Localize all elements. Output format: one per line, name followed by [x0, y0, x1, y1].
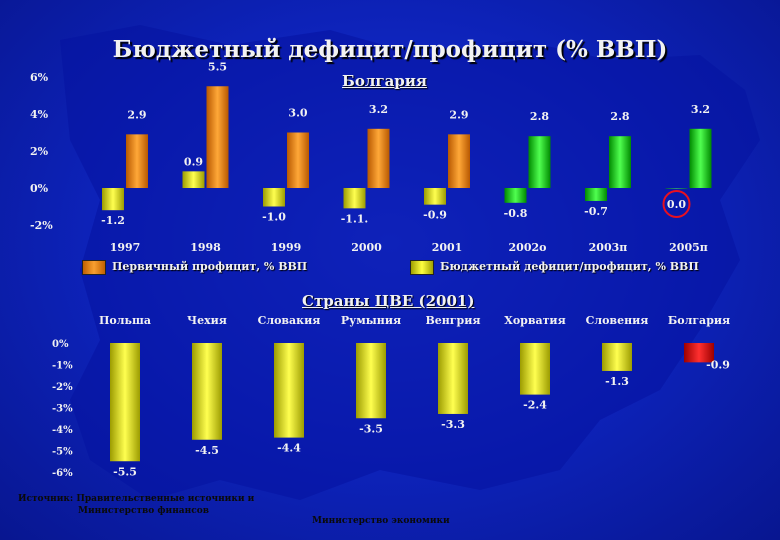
country-label: Венгрия: [425, 314, 480, 327]
bulgaria-balance-chart: 6% 4% 2% 0% -2% 2.9 -1.2 1997 5.5 0.9 1998 3.0 -1.0 1…: [30, 60, 712, 254]
budget-balance-label: -1.0: [262, 211, 286, 224]
budget-balance-bar: [182, 171, 205, 188]
category-label: 1998: [190, 241, 221, 254]
country-label: Словения: [586, 314, 649, 327]
legend-label-budget-balance: Бюджетный дефицит/профицит, % ВВП: [440, 260, 699, 273]
primary-surplus-bar: [609, 136, 631, 188]
budget-balance-bar: [343, 188, 366, 209]
y-tick-label: -5%: [52, 447, 73, 458]
country-bar: [438, 343, 468, 414]
legend-swatch-primary-surplus: [82, 260, 106, 275]
primary-surplus-label: 3.2: [369, 103, 388, 116]
y-tick-label: -4%: [52, 425, 73, 436]
budget-balance-bar: [102, 188, 124, 211]
budget-balance-bar: [424, 188, 446, 205]
y-tick-label: -6%: [52, 468, 73, 479]
primary-surplus-bar: [126, 134, 148, 188]
country-bar: [520, 343, 550, 395]
country-bar: [356, 343, 386, 419]
country-bar: [192, 343, 222, 440]
category-label: 2001: [432, 241, 463, 254]
country-bar: [684, 343, 714, 363]
primary-surplus-label: 3.2: [691, 103, 710, 116]
source-note-line1: Источник: Правительственные источники и: [18, 494, 255, 504]
primary-surplus-bar: [206, 86, 229, 188]
country-value-label: -2.4: [523, 399, 547, 412]
y-tick-label: -2%: [30, 219, 53, 232]
country-value-label: -4.4: [277, 442, 301, 455]
country-value-label: -1.3: [605, 375, 629, 388]
y-tick-label: 0%: [52, 339, 69, 350]
primary-surplus-bar: [448, 134, 470, 188]
country-label: Чехия: [187, 314, 227, 327]
primary-surplus-label: 2.9: [127, 108, 146, 121]
budget-balance-label: -0.7: [584, 205, 608, 218]
country-bar: [110, 343, 140, 462]
country-value-label: -5.5: [113, 465, 137, 478]
country-label: Словакия: [258, 314, 321, 327]
primary-surplus-label: 2.9: [449, 108, 468, 121]
budget-balance-label: -1.2: [101, 214, 125, 227]
primary-surplus-bar: [689, 128, 712, 188]
country-label: Польша: [99, 314, 151, 327]
category-label: 2003п: [589, 241, 628, 254]
category-label: 1999: [271, 241, 302, 254]
category-label: 1997: [110, 241, 141, 254]
legend-label-primary-surplus: Первичный профицит, % ВВП: [112, 260, 308, 273]
primary-surplus-bar: [287, 132, 309, 188]
primary-surplus-bar: [367, 128, 390, 188]
primary-surplus-label: 2.8: [610, 110, 629, 123]
budget-balance-bar: [665, 188, 688, 189]
cee-balance-chart: 0% -1% -2% -3% -4% -5% -6% -5.5 Польша -4.5 Чехия -…: [52, 314, 730, 479]
chart1-title: Болгария: [342, 72, 428, 90]
country-value-label: -3.5: [359, 422, 383, 435]
y-tick-label: 4%: [30, 108, 49, 121]
budget-balance-bar: [504, 188, 527, 203]
slide-title: Бюджетный дефицит/профицит (% ВВП): [112, 36, 668, 63]
category-label: 2005п: [669, 241, 708, 254]
primary-surplus-bar: [528, 136, 551, 188]
country-value-label: -0.9: [706, 358, 730, 371]
ministry-credit: Министерство экономики: [312, 516, 450, 526]
y-tick-label: -3%: [52, 404, 73, 415]
y-tick-label: 2%: [30, 145, 49, 158]
chart2-title: Страны ЦВЕ (2001): [302, 292, 475, 310]
highlight-circle: [662, 190, 691, 218]
budget-balance-bar: [263, 188, 285, 207]
country-label: Болгария: [668, 314, 730, 327]
primary-surplus-label: 5.5: [208, 60, 227, 73]
primary-surplus-label: 3.0: [288, 107, 307, 120]
y-tick-label: 6%: [30, 71, 49, 84]
budget-balance-label: 0.9: [184, 155, 203, 168]
country-bar: [274, 343, 304, 438]
budget-balance-label: -0.9: [423, 209, 447, 222]
y-tick-label: -1%: [52, 361, 73, 372]
legend-swatch-budget-balance: [410, 260, 434, 275]
y-tick-label: 0%: [30, 182, 49, 195]
category-label: 2002о: [509, 241, 547, 254]
country-label: Румыния: [341, 314, 401, 327]
budget-balance-label: -0.8: [504, 207, 528, 220]
budget-balance-label: -1.1.: [341, 212, 369, 225]
y-tick-label: -2%: [52, 382, 73, 393]
country-value-label: -3.3: [441, 418, 465, 431]
country-value-label: -4.5: [195, 444, 219, 457]
country-label: Хорватия: [504, 314, 565, 327]
budget-balance-bar: [585, 188, 607, 201]
source-note-line2: Министерство финансов: [78, 506, 209, 516]
category-label: 2000: [351, 241, 382, 254]
country-bar: [602, 343, 632, 371]
budget-balance-label: 0.0: [667, 198, 686, 211]
primary-surplus-label: 2.8: [530, 110, 549, 123]
